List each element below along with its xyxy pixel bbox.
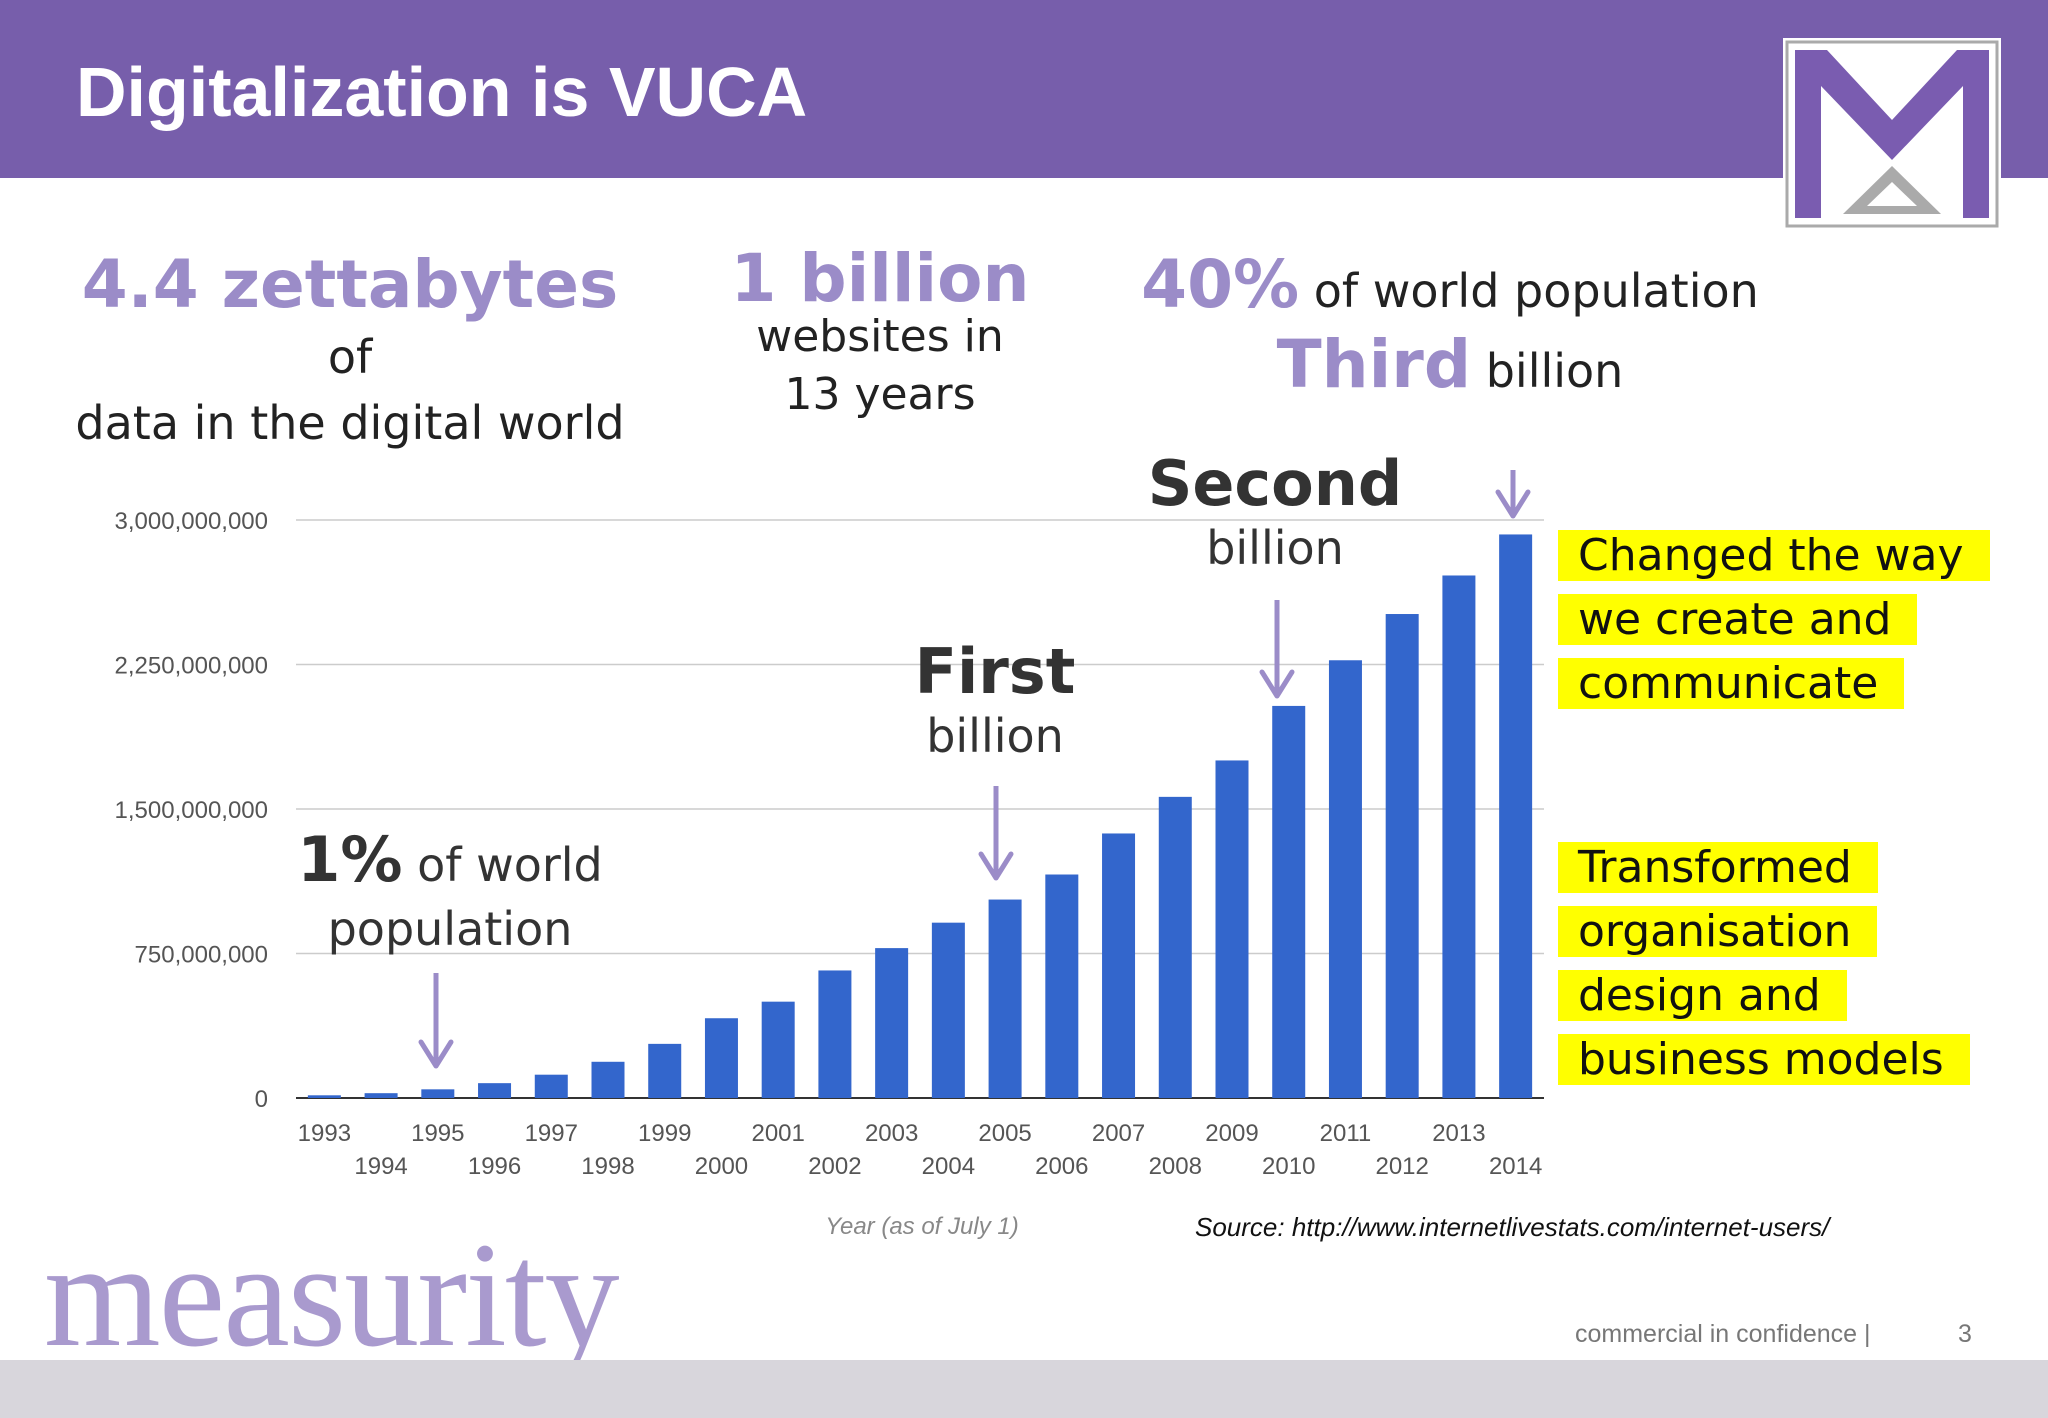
chart-bar xyxy=(1045,874,1079,1098)
websites-line1: websites in xyxy=(756,311,1004,362)
page-number: 3 xyxy=(1958,1320,1972,1348)
chart-x-tick-label: 2008 xyxy=(1149,1153,1202,1180)
chart-bar xyxy=(648,1043,682,1098)
chart-x-tick-label: 2010 xyxy=(1262,1153,1315,1180)
chart-x-tick-label: 2005 xyxy=(978,1120,1031,1147)
stat-zettabytes: 4.4 zettabytes of data in the digital wo… xyxy=(70,252,630,456)
chart-bar xyxy=(307,1095,341,1098)
zettabytes-value: 4.4 zettabytes xyxy=(81,246,619,323)
footer-bar xyxy=(0,1360,2048,1418)
zettabytes-description: data in the digital world xyxy=(75,396,625,450)
zettabytes-suffix: of xyxy=(327,330,373,384)
chart-y-tick-label: 0 xyxy=(255,1086,268,1113)
chart-bar xyxy=(421,1089,455,1098)
second-billion-title: Second xyxy=(1147,447,1403,520)
confidentiality-note: commercial in confidence | xyxy=(1575,1320,1871,1348)
chart-x-tick-label: 1994 xyxy=(354,1153,407,1180)
title-bar xyxy=(0,0,2048,178)
chart-x-tick-label: 2007 xyxy=(1092,1120,1145,1147)
chart-x-tick-label: 2006 xyxy=(1035,1153,1088,1180)
chart-x-tick-label: 2011 xyxy=(1320,1120,1372,1147)
chart-bar xyxy=(1328,660,1362,1098)
arrow-third-billion-icon-head xyxy=(1495,489,1531,519)
chart-x-axis-label: Year (as of July 1) xyxy=(825,1213,1018,1240)
chart-bar xyxy=(1499,534,1533,1098)
chart-x-tick-label: 2012 xyxy=(1375,1153,1428,1180)
annotation-second-billion: Second billion xyxy=(1140,452,1410,580)
callout-changed-communication: Changed the way we create and communicat… xyxy=(1558,524,1990,716)
chart-y-tick-label: 2,250,000,000 xyxy=(115,653,268,680)
chart-x-tick-label: 1993 xyxy=(298,1120,351,1147)
chart-bar xyxy=(931,922,965,1098)
first-billion-title: First xyxy=(914,635,1076,708)
chart-bar xyxy=(761,1001,795,1098)
arrow-first-billion-icon-head xyxy=(978,851,1014,881)
chart-bar xyxy=(875,948,909,1098)
source-citation: Source: http://www.internetlivestats.com… xyxy=(1195,1212,1830,1242)
chart-bar xyxy=(818,970,852,1098)
first-billion-sub: billion xyxy=(926,709,1064,763)
stat-population: 40% of world population Third billion xyxy=(1100,248,1800,408)
chart-y-tick-label: 3,000,000,000 xyxy=(115,508,268,535)
annotation-one-percent: 1% of world population xyxy=(285,828,615,961)
brand-logo-text: measurity xyxy=(44,1212,620,1378)
one-percent-line2: population xyxy=(327,902,573,956)
slide-title: Digitalization is VUCA xyxy=(76,53,808,131)
callout-changed-text: Changed the way we create and communicat… xyxy=(1558,530,1990,709)
internet-users-bar-chart: 0 750,000,000 1,500,000,000 2,250,000,000 3,… xyxy=(115,470,1544,1240)
envelope-m-logo-icon xyxy=(1783,38,2001,230)
chart-x-tick-label: 1996 xyxy=(468,1153,521,1180)
stat-websites: 1 billion websites in 13 years xyxy=(730,240,1030,424)
chart-bar xyxy=(1442,575,1476,1098)
population-value: 40% xyxy=(1141,246,1300,323)
chart-x-tick-label: 2002 xyxy=(808,1153,861,1180)
third-suffix: billion xyxy=(1485,344,1624,398)
chart-x-tick-label: 1999 xyxy=(638,1120,691,1147)
chart-x-tick-label: 2003 xyxy=(865,1120,918,1147)
chart-bar xyxy=(364,1093,398,1098)
chart-bar xyxy=(1215,760,1249,1098)
callout-transformed-text: Transformed organisation design and busi… xyxy=(1558,842,1970,1085)
chart-x-tick-label: 2014 xyxy=(1489,1153,1542,1180)
websites-line2: 13 years xyxy=(784,369,976,420)
websites-value: 1 billion xyxy=(730,240,1030,317)
chart-x-tick-label: 2004 xyxy=(922,1153,975,1180)
chart-bar xyxy=(704,1018,738,1098)
chart-bar xyxy=(1158,796,1192,1098)
chart-bar xyxy=(478,1083,512,1098)
chart-bar xyxy=(534,1074,568,1098)
one-percent-value: 1% xyxy=(297,823,403,896)
chart-bar xyxy=(1102,833,1136,1098)
chart-x-tick-label: 2013 xyxy=(1432,1120,1485,1147)
arrow-second-billion-icon-head xyxy=(1259,669,1295,699)
chart-x-tick-label: 2000 xyxy=(695,1153,748,1180)
population-suffix: of world population xyxy=(1313,264,1759,318)
chart-x-tick-label: 2001 xyxy=(751,1120,804,1147)
callout-transformed-organisation: Transformed organisation design and busi… xyxy=(1558,836,1990,1092)
chart-x-tick-label: 1995 xyxy=(411,1120,464,1147)
chart-x-tick-label: 1998 xyxy=(581,1153,634,1180)
annotation-first-billion: First billion xyxy=(880,640,1110,768)
chart-y-tick-label: 1,500,000,000 xyxy=(115,797,268,824)
chart-bar xyxy=(1385,614,1419,1098)
chart-y-tick-label: 750,000,000 xyxy=(135,942,268,969)
chart-bar xyxy=(988,899,1022,1098)
chart-x-tick-label: 1997 xyxy=(525,1120,578,1147)
chart-x-tick-label: 2009 xyxy=(1205,1120,1258,1147)
arrow-one-percent-icon-head xyxy=(418,1039,454,1069)
chart-bar xyxy=(591,1061,625,1098)
third-value: Third xyxy=(1276,326,1472,403)
chart-bar xyxy=(1272,705,1306,1098)
one-percent-suffix: of world xyxy=(417,838,603,892)
second-billion-sub: billion xyxy=(1206,521,1344,575)
